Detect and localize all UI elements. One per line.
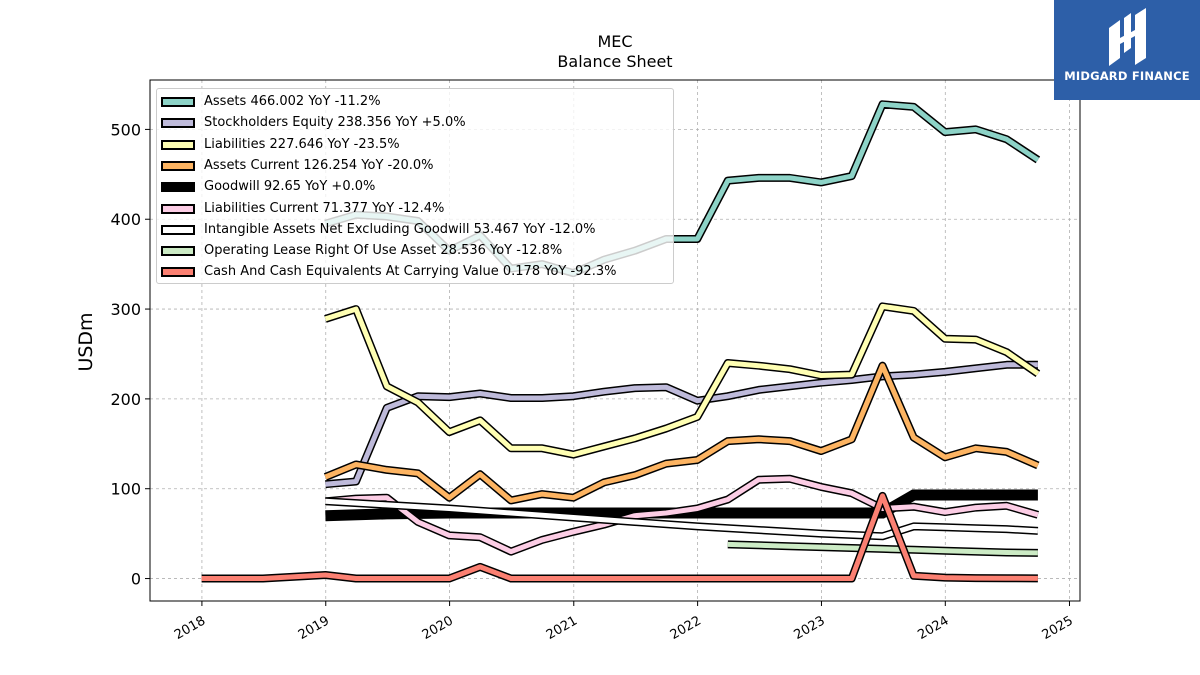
series-line-intangible-assets-net-excluding-goodwill bbox=[325, 498, 1039, 539]
legend-label: Assets 466.002 YoY -11.2% bbox=[204, 94, 381, 109]
legend-item-goodwill: Goodwill 92.65 YoY +0.0% bbox=[157, 177, 675, 198]
y-tick-label: 100 bbox=[110, 480, 141, 499]
y-tick-label: 400 bbox=[110, 210, 141, 229]
legend-swatch bbox=[161, 224, 195, 235]
series-line-assets-current bbox=[324, 363, 1039, 503]
legend-item-cash-and-cash-equivalents-at-carrying-value: Cash And Cash Equivalents At Carrying Va… bbox=[157, 262, 675, 283]
legend-item-liabilities-current: Liabilities Current 71.377 YoY -12.4% bbox=[157, 199, 675, 220]
y-tick-label: 0 bbox=[131, 570, 141, 589]
x-tick-label: 2025 bbox=[1040, 613, 1076, 643]
brand-logo: MIDGARD FINANCE bbox=[1054, 0, 1200, 100]
series-line-stockholders-equity bbox=[325, 362, 1038, 487]
y-tick-label: 200 bbox=[110, 390, 141, 409]
legend-label: Operating Lease Right Of Use Asset 28.53… bbox=[204, 243, 563, 259]
legend-label: Intangible Assets Net Excluding Goodwill… bbox=[204, 221, 596, 237]
y-tick-label: 300 bbox=[110, 300, 141, 319]
legend-swatch bbox=[161, 160, 195, 171]
series-layer bbox=[201, 100, 1041, 583]
x-tick-label: 2018 bbox=[172, 613, 208, 643]
series-line-goodwill bbox=[325, 489, 1038, 522]
legend-swatch bbox=[161, 203, 195, 214]
x-tick-label: 2020 bbox=[420, 613, 456, 643]
chart-legend: Assets 466.002 YoY -11.2% Stockholders Eq… bbox=[156, 88, 674, 284]
legend-swatch bbox=[161, 97, 195, 107]
y-tick-label: 500 bbox=[110, 120, 141, 139]
series-line-cash-and-cash-equivalents-at-carrying-value bbox=[201, 493, 1038, 581]
legend-item-liabilities: Liabilities 227.646 YoY -23.5% bbox=[157, 135, 675, 156]
legend-label: Liabilities 227.646 YoY -23.5% bbox=[204, 136, 400, 152]
plot-frame bbox=[149, 79, 1081, 602]
legend-item-assets: Assets 466.002 YoY -11.2% bbox=[157, 92, 675, 113]
brand-name: MIDGARD FINANCE bbox=[1064, 69, 1190, 83]
legend-item-intangible-assets-net-excluding-goodwill: Intangible Assets Net Excluding Goodwill… bbox=[157, 220, 675, 241]
series-line-liabilities bbox=[324, 303, 1040, 458]
x-tick-label: 2024 bbox=[915, 613, 951, 643]
x-tick-label: 2021 bbox=[544, 613, 580, 643]
legend-label: Liabilities Current 71.377 YoY -12.4% bbox=[204, 200, 445, 216]
chart-subtitle: Balance Sheet bbox=[557, 52, 673, 71]
legend-item-operating-lease-right-of-use-asset: Operating Lease Right Of Use Asset 28.53… bbox=[157, 241, 675, 262]
legend-label: Cash And Cash Equivalents At Carrying Va… bbox=[204, 264, 617, 280]
legend-swatch bbox=[161, 182, 195, 193]
series-outline-assets-current bbox=[323, 361, 1040, 505]
legend-swatch bbox=[161, 118, 195, 129]
series-line-liabilities-current bbox=[325, 476, 1039, 555]
x-tick-label: 2022 bbox=[668, 613, 704, 643]
legend-label: Assets Current 126.254 YoY -20.0% bbox=[204, 157, 434, 173]
x-tick-label: 2019 bbox=[296, 613, 332, 643]
x-tick-label: 2023 bbox=[792, 613, 828, 643]
legend-label: Stockholders Equity 238.356 YoY +5.0% bbox=[204, 115, 466, 131]
y-axis-label: USDm bbox=[75, 312, 97, 371]
legend-label: Goodwill 92.65 YoY +0.0% bbox=[204, 179, 376, 195]
legend-swatch bbox=[161, 246, 195, 257]
legend-swatch bbox=[161, 139, 195, 150]
series-line-operating-lease-right-of-use-asset bbox=[727, 541, 1038, 556]
midgard-logo-icon bbox=[1109, 8, 1146, 66]
chart-title: MEC bbox=[597, 32, 633, 51]
legend-item-assets-current: Assets Current 126.254 YoY -20.0% bbox=[157, 156, 675, 177]
legend-swatch bbox=[161, 267, 195, 278]
legend-item-stockholders-equity: Stockholders Equity 238.356 YoY +5.0% bbox=[157, 113, 675, 134]
